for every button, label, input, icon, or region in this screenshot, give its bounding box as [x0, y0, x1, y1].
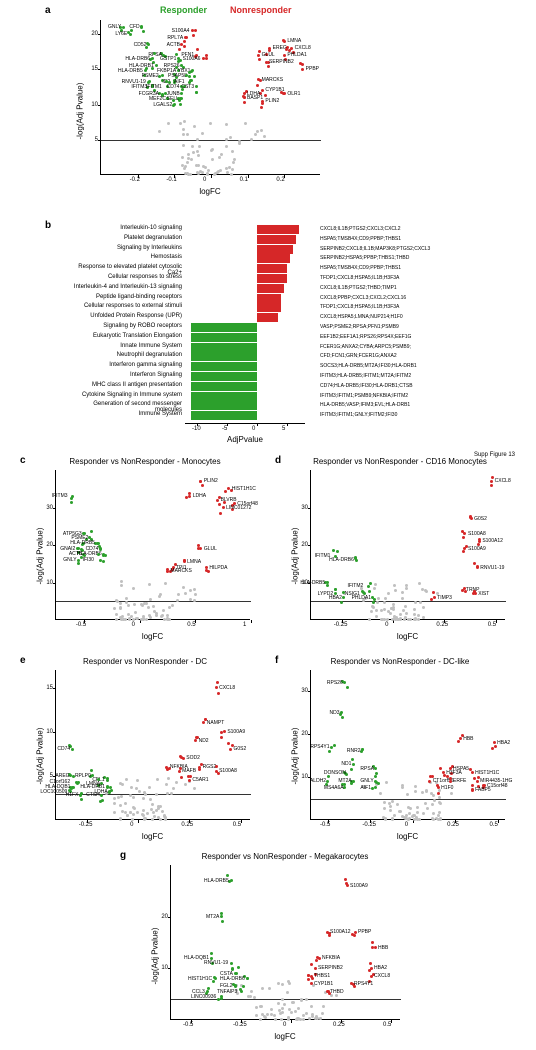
panel-g: g Responder vs NonResponder - Megakarocy…: [145, 850, 425, 1045]
panel-e-xlabel: logFC: [55, 832, 250, 841]
panel-e-label: e: [20, 655, 26, 666]
panel-a-ylabel: -log(Adj Pvalue): [76, 60, 85, 140]
panel-a-xlabel: logFC: [100, 187, 320, 196]
panel-d: d Supp Figure 13 Responder vs NonRespond…: [285, 455, 515, 645]
panel-c: c Responder vs NonResponder - Monocytes …: [30, 455, 260, 645]
panel-c-ylabel: -log(Adj Pvalue): [36, 505, 45, 585]
panel-f-ylabel: -log(Adj Pvalue): [291, 705, 300, 785]
panel-a-plot: -0.2-0.100.10.25101520GNLYCFDLY6ECD52RPS…: [100, 20, 320, 175]
panel-f-plot: -0.5-0.2500.250.5102030RPS26ND3RPS4Y1RNR…: [310, 670, 505, 820]
panel-g-plot: -0.5-0.2500.250.51020HLA-DRB5MT2AHLA-DQB…: [170, 865, 400, 1020]
panel-a: a Responder Nonresponder -0.2-0.100.10.2…: [70, 5, 350, 205]
responder-header: Responder: [160, 5, 207, 15]
panel-b-xlabel: AdjPvalue: [185, 435, 305, 444]
panel-d-label: d: [275, 455, 281, 466]
panel-d-plot: -0.2500.250.5102030IFITM1HLA-DRB6HLA-DRB…: [310, 470, 505, 620]
panel-b-chart: Interleukin-10 signalingCXCL8;IL1B;PTGS2…: [70, 225, 490, 435]
panel-f-xlabel: logFC: [310, 832, 505, 841]
panel-f-label: f: [275, 655, 278, 666]
panel-b: b Interleukin-10 signalingCXCL8;IL1B;PTG…: [70, 220, 490, 445]
panel-b-label: b: [45, 220, 51, 231]
panel-c-plot: -0.500.51102030IFITM3ATP5G3PSME2HLA-DRB5…: [55, 470, 250, 620]
panel-c-xlabel: logFC: [55, 632, 250, 641]
panel-c-label: c: [20, 455, 26, 466]
panel-d-xlabel: logFC: [310, 632, 505, 641]
panel-d-title: Responder vs NonResponder - CD16 Monocyt…: [285, 457, 515, 466]
panel-g-title: Responder vs NonResponder - Megakarocyte…: [145, 852, 425, 861]
panel-e-ylabel: -log(Adj Pvalue): [36, 705, 45, 785]
panel-e-plot: -0.2500.250.551015CD74AREGRPLP0C1orf162C…: [55, 670, 250, 820]
panel-a-label: a: [45, 5, 51, 16]
panel-c-title: Responder vs NonResponder - Monocytes: [30, 457, 260, 466]
nonresponder-header: Nonresponder: [230, 5, 292, 15]
panel-g-ylabel: -log(Adj Pvalue): [151, 905, 160, 985]
panel-d-ylabel: -log(Adj Pvalue): [291, 505, 300, 585]
panel-g-xlabel: logFC: [170, 1032, 400, 1041]
panel-f-title: Responder vs NonResponder - DC-like: [285, 657, 515, 666]
panel-g-label: g: [120, 850, 126, 861]
panel-e-title: Responder vs NonResponder - DC: [30, 657, 260, 666]
panel-f: f Responder vs NonResponder - DC-like -0…: [285, 655, 515, 845]
panel-e: e Responder vs NonResponder - DC -0.2500…: [30, 655, 260, 845]
